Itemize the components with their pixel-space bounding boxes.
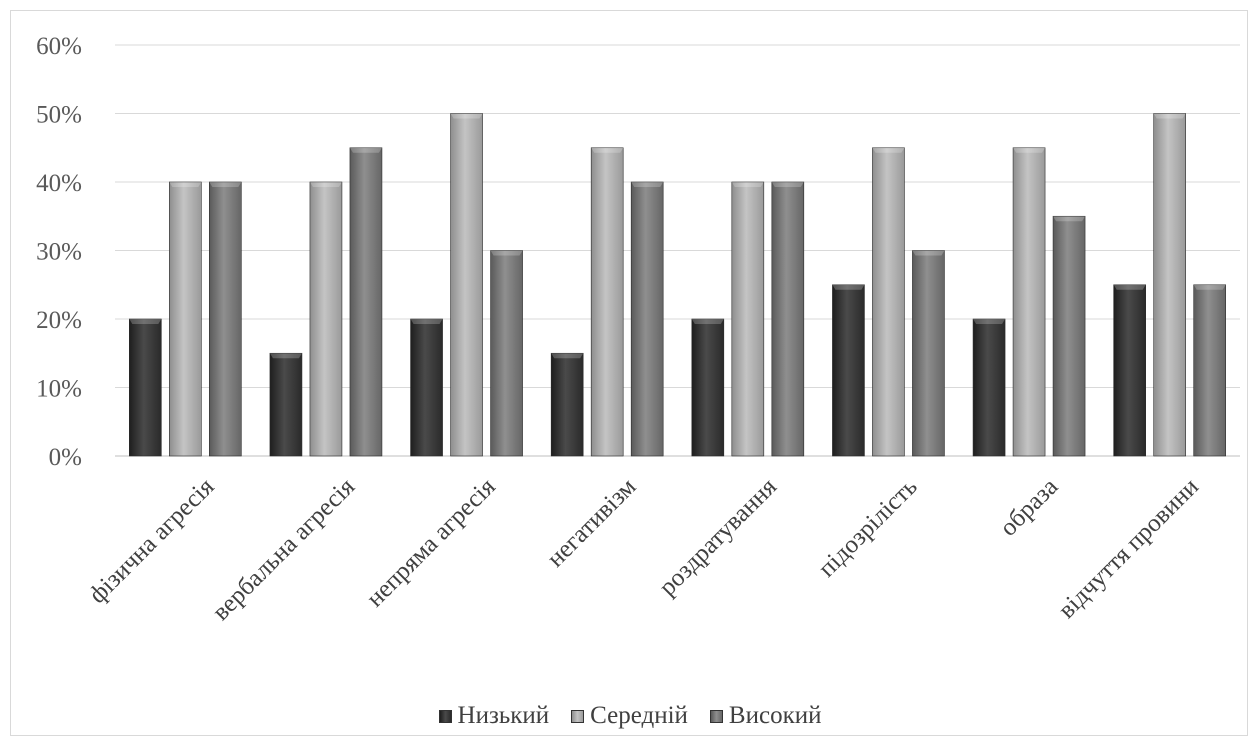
bar <box>550 352 584 457</box>
bar <box>209 181 242 457</box>
bar-bevel <box>771 182 804 187</box>
y-tick-label: 50% <box>36 102 82 129</box>
bar-bevel <box>209 182 242 187</box>
x-category-label: підозрілість <box>813 473 922 582</box>
bar <box>972 318 1006 457</box>
bar <box>832 284 865 457</box>
bar-bevel <box>169 182 202 187</box>
y-tick-label: 20% <box>36 307 82 334</box>
bar <box>872 147 905 457</box>
legend-swatch-medium <box>571 709 585 723</box>
bar-bevel <box>691 319 724 324</box>
legend-swatch-high <box>709 709 723 723</box>
bar-bevel <box>631 182 664 187</box>
bar-bevel <box>410 319 443 324</box>
bar <box>1052 215 1086 457</box>
bar-bevel <box>450 113 483 119</box>
legend-item-high: Високий <box>709 702 822 730</box>
legend: Низький Середній Високий <box>0 698 1260 734</box>
bar <box>630 181 664 457</box>
bar-bevel <box>1013 147 1046 153</box>
bar-bevel <box>872 147 905 153</box>
x-category-label: непряма агресія <box>362 473 502 613</box>
bar <box>129 318 162 457</box>
bar <box>1113 284 1146 457</box>
bar-bevel <box>912 250 945 256</box>
x-category-label: образа <box>995 473 1063 541</box>
bar <box>269 352 303 457</box>
bar-bevel <box>1113 284 1146 290</box>
bar-bevel <box>309 182 342 187</box>
bar <box>349 147 383 457</box>
x-category-label: роздратування <box>654 473 782 601</box>
bar-bevel <box>490 250 523 256</box>
y-tick-label: 40% <box>36 170 82 197</box>
bar <box>410 318 443 457</box>
x-category-label: відчуття провини <box>1053 473 1204 624</box>
x-category-label: негативізм <box>542 473 642 573</box>
bar <box>691 318 725 457</box>
bar-bevel <box>973 319 1006 324</box>
y-tick-label: 0% <box>49 444 82 471</box>
legend-item-low: Низький <box>438 702 550 730</box>
legend-item-medium: Середній <box>571 702 688 730</box>
bar <box>771 181 805 457</box>
bar <box>731 181 765 457</box>
y-tick-label: 10% <box>36 376 82 403</box>
x-category-label: фізична агресія <box>84 473 220 609</box>
bar <box>590 147 624 457</box>
bar-bevel <box>591 147 624 153</box>
bar <box>169 181 202 457</box>
bar <box>1153 113 1186 457</box>
bar-bevel <box>269 353 302 359</box>
bar-bevel <box>129 319 162 324</box>
legend-label-low: Низький <box>457 702 550 729</box>
bar <box>1193 284 1226 457</box>
bar-bevel <box>832 284 865 290</box>
bar-bevel <box>1053 216 1086 222</box>
bar <box>1012 147 1046 457</box>
bar-bevel <box>349 147 382 153</box>
y-tick-label: 60% <box>36 33 82 60</box>
y-tick-label: 30% <box>36 239 82 266</box>
legend-label-medium: Середній <box>590 702 688 729</box>
bar <box>912 250 945 457</box>
legend-label-high: Високий <box>728 702 822 729</box>
legend-swatch-low <box>438 709 452 723</box>
bar-bevel <box>551 353 584 359</box>
bar-bevel <box>1193 284 1226 290</box>
bar-bevel <box>731 182 764 187</box>
bar-bevel <box>1153 113 1186 119</box>
bar <box>309 181 343 457</box>
bar <box>490 250 523 457</box>
bar <box>450 113 483 457</box>
x-category-label: вербальна агресія <box>207 473 360 626</box>
